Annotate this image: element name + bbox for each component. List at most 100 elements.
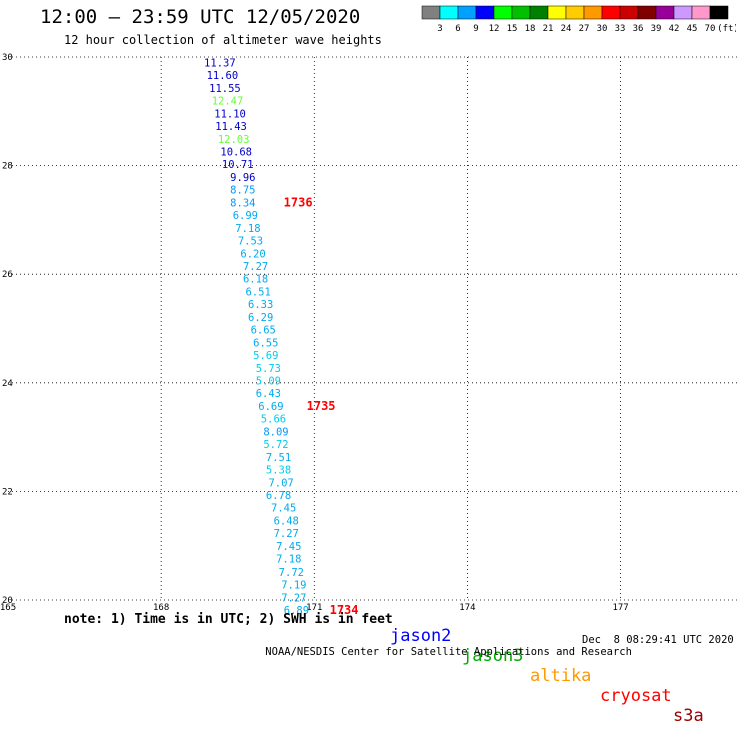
credit-line: NOAA/NESDIS Center for Satellite Applica… (240, 634, 733, 682)
wave-height-label: 7.18 (276, 554, 301, 566)
wave-height-label: 11.37 (204, 57, 236, 69)
credit-text: NOAA/NESDIS Center for Satellite Applica… (265, 646, 632, 658)
footer-note: note: 1) Time is in UTC; 2) SWH is in fe… (64, 612, 393, 627)
wave-height-label: 6.20 (240, 249, 265, 261)
wave-height-label: 5.73 (256, 363, 281, 375)
wave-height-label: 7.18 (235, 223, 260, 235)
map-plot: 165 168 171 174 17730282624222011.3711.6011.… (0, 53, 738, 615)
colorbar-label: 42 (669, 24, 680, 34)
wave-height-label: 7.27 (274, 528, 299, 540)
wave-height-label: 10.68 (220, 146, 252, 158)
longitude-tick-label: 165 (0, 603, 16, 613)
wave-height-label: 12.47 (212, 95, 244, 107)
longitude-tick-label: 171 (306, 603, 322, 613)
latitude-tick-label: 30 (2, 53, 13, 63)
colorbar-label: 9 (473, 24, 478, 34)
wave-height-label: 5.66 (261, 414, 286, 426)
wave-height-label: 6.65 (251, 325, 276, 337)
colorbar-swatch (493, 5, 513, 20)
wave-height-label: 11.43 (215, 121, 247, 133)
colorbar-label: 45 (687, 24, 698, 34)
colorbar-label: 21 (543, 24, 554, 34)
satellite-jason2: jason2 (390, 626, 452, 646)
wave-height-label: 7.72 (279, 567, 304, 579)
wave-height-label: 6.99 (233, 210, 258, 222)
wave-height-label: 7.27 (243, 261, 268, 273)
colorbar-swatch (439, 5, 459, 20)
wave-height-label: 6.51 (245, 287, 270, 299)
colorbar-swatch (457, 5, 477, 20)
longitude-tick-label: 174 (459, 603, 475, 613)
wave-height-label: 7.27 (281, 592, 306, 604)
latitude-tick-label: 24 (2, 379, 13, 389)
wave-height-label: 11.55 (209, 83, 241, 95)
colorbar-swatch (673, 5, 693, 20)
wave-height-label: 9.96 (230, 172, 255, 184)
wave-height-label: 5.09 (256, 376, 281, 388)
colorbar-label: 3 (437, 24, 442, 34)
wave-height-label: 5.38 (266, 465, 291, 477)
page-subtitle: 12 hour collection of altimeter wave hei… (64, 33, 382, 47)
satellite-s3a: s3a (673, 706, 704, 726)
wave-height-label: 6.29 (248, 312, 273, 324)
colorbar-label: 39 (651, 24, 662, 34)
wave-height-label: 7.19 (281, 579, 306, 591)
wave-height-label: 12.03 (218, 134, 250, 146)
colorbar-swatch (475, 5, 495, 20)
wave-height-label: 6.48 (274, 516, 299, 528)
colorbar-swatch (565, 5, 585, 20)
colorbar-swatch (619, 5, 639, 20)
colorbar-label: 33 (615, 24, 626, 34)
wave-height-label: 7.53 (238, 236, 263, 248)
wave-height-label: 6.89 (284, 605, 309, 615)
altimeter-map-figure: 12:00 — 23:59 UTC 12/05/2020 12 hour col… (0, 5, 738, 726)
wave-height-label: 8.34 (230, 198, 255, 210)
longitude-tick-label: 177 (612, 603, 628, 613)
wave-height-label: 6.18 (243, 274, 268, 286)
pass-time-label: 1734 (330, 603, 359, 615)
colorbar-label: 18 (525, 24, 536, 34)
colorbar-label: (ft) (717, 24, 736, 34)
colorbar-label: 70 (705, 24, 716, 34)
colorbar-swatch (637, 5, 657, 20)
colorbar-swatch (421, 5, 441, 20)
colorbar-label: 15 (507, 24, 518, 34)
colorbar-label: 12 (489, 24, 500, 34)
wave-height-label: 5.72 (263, 439, 288, 451)
colorbar-label: 30 (597, 24, 608, 34)
colorbar-label: 24 (561, 24, 572, 34)
longitude-tick-label: 168 (153, 603, 169, 613)
wave-height-label: 7.51 (266, 452, 291, 464)
latitude-tick-label: 22 (2, 487, 13, 497)
wave-height-label: 6.33 (248, 299, 273, 311)
satellite-cryosat: cryosat (600, 686, 672, 706)
latitude-tick-label: 26 (2, 270, 13, 280)
wave-height-label: 10.71 (222, 159, 254, 171)
credit-timestamp: Dec 8 08:29:41 UTC 2020 (582, 634, 734, 646)
wave-height-label: 8.09 (263, 427, 288, 439)
colorbar-label: 27 (579, 24, 590, 34)
colorbar-label: 36 (633, 24, 644, 34)
latitude-tick-label: 28 (2, 162, 13, 172)
wave-height-label: 6.69 (258, 401, 283, 413)
colorbar-swatch (511, 5, 531, 20)
pass-time-label: 1735 (307, 399, 336, 413)
wave-height-label: 11.60 (207, 70, 239, 82)
wave-height-label: 6.78 (266, 490, 291, 502)
colorbar-swatch (709, 5, 729, 20)
latitude-tick-label: 20 (2, 596, 13, 606)
colorbar-swatch (547, 5, 567, 20)
wave-height-label: 6.55 (253, 338, 278, 350)
wave-height-label: 11.10 (214, 108, 246, 120)
wave-height-label: 7.07 (268, 478, 293, 490)
page-title: 12:00 — 23:59 UTC 12/05/2020 (40, 6, 361, 28)
colorbar-swatch (601, 5, 621, 20)
wave-height-label: 5.69 (253, 350, 278, 362)
wave-height-label: 8.75 (230, 184, 255, 196)
colorbar-swatch (529, 5, 549, 20)
colorbar-label: 6 (455, 24, 460, 34)
wave-height-label: 7.45 (276, 541, 301, 553)
wave-height-label: 7.45 (271, 503, 296, 515)
pass-time-label: 1736 (284, 196, 313, 210)
